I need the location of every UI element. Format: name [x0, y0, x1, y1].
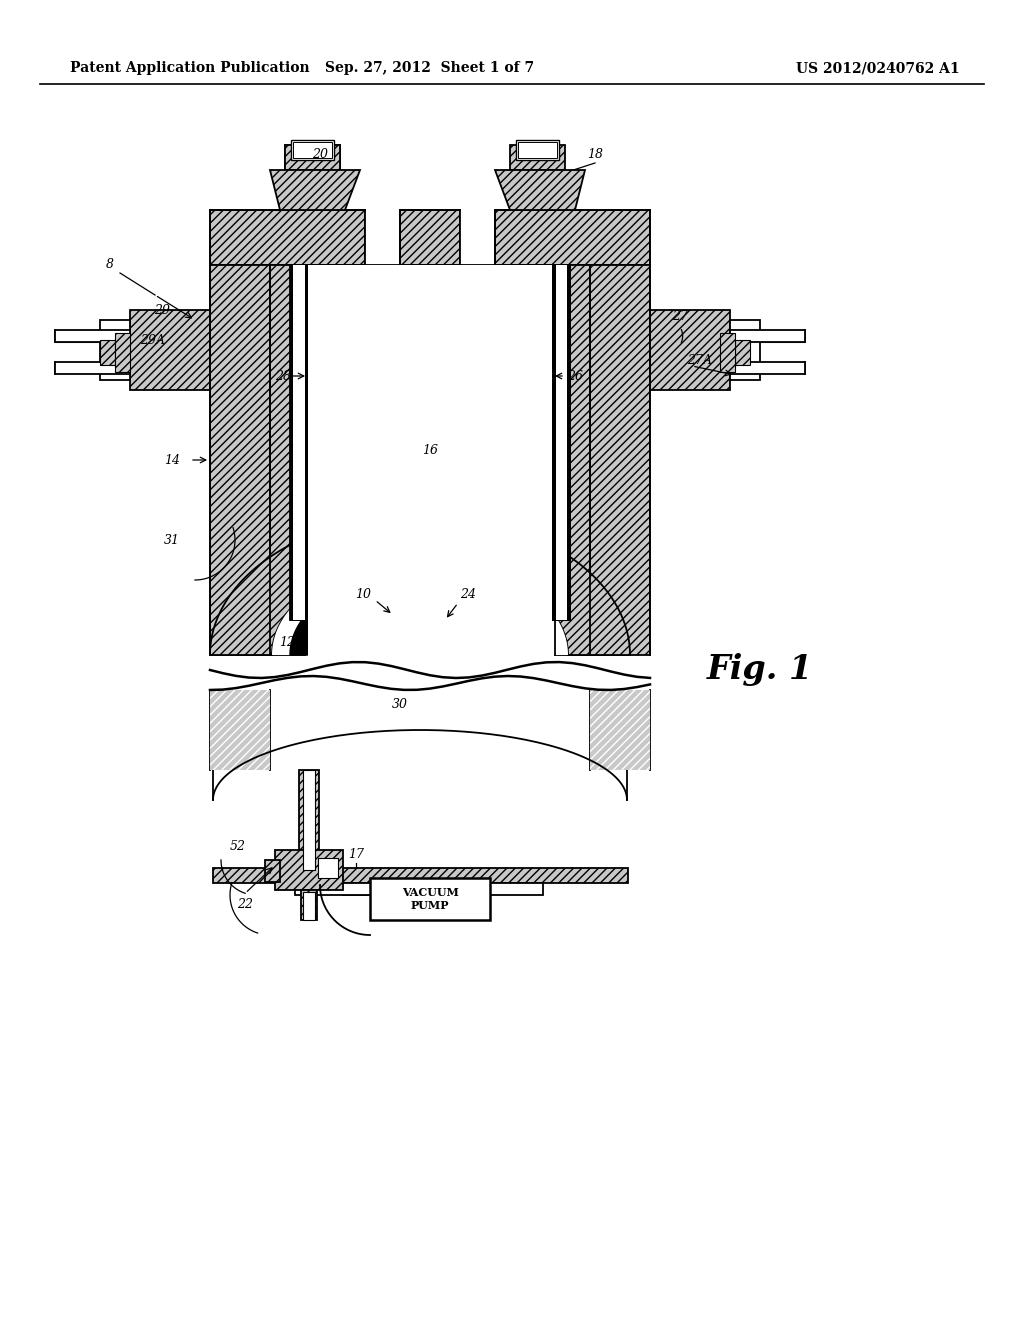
Text: 17: 17 [348, 849, 364, 862]
Bar [538, 265, 552, 615]
Bar [730, 330, 805, 342]
Text: 28: 28 [275, 370, 291, 383]
Bar [308, 265, 552, 655]
Bar [210, 210, 365, 265]
Text: US 2012/0240762 A1: US 2012/0240762 A1 [797, 61, 961, 75]
Bar [650, 310, 730, 389]
Polygon shape [308, 585, 532, 655]
Bar [210, 690, 270, 770]
Bar [100, 341, 115, 366]
Bar [516, 140, 559, 160]
Bar [534, 380, 556, 405]
Text: 12: 12 [279, 636, 295, 649]
Text: 26: 26 [567, 370, 583, 383]
Bar [460, 210, 495, 265]
Bar [730, 362, 805, 374]
Text: 30: 30 [392, 698, 408, 711]
Bar [308, 265, 552, 655]
Polygon shape [270, 170, 360, 210]
Bar [270, 265, 305, 655]
Bar [293, 265, 305, 620]
Bar [115, 333, 130, 372]
Bar [308, 265, 552, 660]
Text: Sep. 27, 2012  Sheet 1 of 7: Sep. 27, 2012 Sheet 1 of 7 [326, 61, 535, 75]
Bar [301, 890, 317, 920]
Text: Patent Application Publication: Patent Application Publication [70, 61, 309, 75]
Bar [518, 143, 557, 158]
Polygon shape [290, 572, 550, 655]
Bar [590, 690, 650, 770]
Text: 52: 52 [230, 841, 246, 854]
Polygon shape [285, 145, 340, 170]
Bar [303, 892, 315, 920]
Bar [735, 341, 750, 366]
Text: 24: 24 [460, 589, 476, 602]
Bar [265, 861, 280, 882]
Bar [308, 265, 552, 657]
Text: 18: 18 [587, 148, 603, 161]
Text: 20: 20 [312, 148, 328, 161]
Bar [55, 330, 130, 342]
Bar [291, 140, 334, 160]
Bar [557, 265, 565, 620]
Bar [55, 362, 130, 374]
Bar [400, 210, 460, 265]
Text: 29: 29 [154, 304, 170, 317]
Text: 29A: 29A [140, 334, 166, 346]
Bar [555, 265, 590, 655]
Bar [130, 310, 210, 389]
Text: VACUUM
PUMP: VACUUM PUMP [401, 887, 459, 911]
Bar [293, 143, 332, 158]
Text: 27A: 27A [687, 354, 713, 367]
Text: 27: 27 [672, 310, 688, 323]
Bar [290, 265, 308, 620]
Bar [295, 265, 303, 620]
Polygon shape [272, 558, 568, 655]
Bar [210, 265, 270, 655]
Bar [590, 265, 650, 655]
Bar [510, 145, 565, 170]
Bar [100, 319, 130, 380]
Text: 8: 8 [106, 259, 114, 272]
Bar [275, 850, 343, 890]
Bar [304, 380, 326, 405]
Text: 16: 16 [422, 444, 438, 457]
Text: 31: 31 [164, 533, 180, 546]
Bar [213, 869, 628, 883]
Text: 14: 14 [164, 454, 180, 466]
Bar [308, 265, 322, 615]
Bar [365, 210, 400, 265]
Bar [303, 770, 315, 870]
Bar [370, 878, 490, 920]
Polygon shape [495, 170, 585, 210]
Bar [730, 319, 760, 380]
Polygon shape [552, 265, 570, 620]
Polygon shape [290, 265, 308, 620]
Bar [305, 265, 555, 655]
Bar [495, 210, 650, 265]
Text: Fig. 1: Fig. 1 [707, 653, 813, 686]
Polygon shape [210, 663, 650, 690]
Text: 22: 22 [237, 899, 253, 912]
Bar [318, 858, 338, 878]
Bar [295, 883, 543, 895]
Bar [299, 770, 319, 870]
Polygon shape [210, 515, 630, 655]
Bar [556, 265, 567, 620]
Bar [552, 265, 570, 620]
Text: 10: 10 [355, 589, 371, 602]
Bar [720, 333, 735, 372]
Bar [285, 145, 340, 170]
